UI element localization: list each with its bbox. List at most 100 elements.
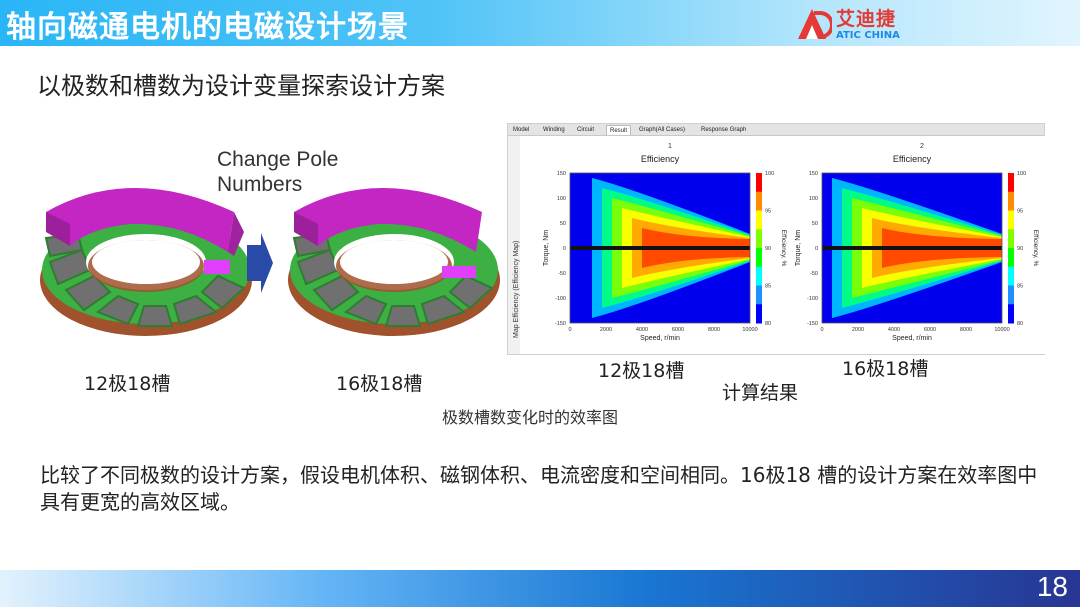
- case-number: 1: [668, 143, 672, 150]
- tab-response-graph[interactable]: Response Graph: [701, 127, 747, 133]
- tab-graph-all-cases[interactable]: Graph(All Cases): [639, 127, 686, 133]
- logo-text-en: ATIC CHINA: [836, 30, 900, 41]
- x-tick-label: 8000: [960, 327, 972, 333]
- colorbar-label: Efficiency, %: [780, 230, 787, 267]
- y-tick-label: -50: [810, 271, 818, 277]
- result-caption: 计算结果: [722, 382, 799, 404]
- tab-winding[interactable]: Winding: [543, 127, 565, 133]
- map1-caption: 12极18槽: [598, 360, 685, 382]
- case-number: 2: [920, 143, 924, 150]
- colorbar-segment: [756, 285, 762, 305]
- x-tick-label: 0: [568, 327, 571, 333]
- x-tick-label: 8000: [708, 327, 720, 333]
- map2-caption: 16极18槽: [842, 358, 929, 380]
- x-tick-label: 2000: [852, 327, 864, 333]
- colorbar-segment: [756, 173, 762, 193]
- x-axis-label: Speed, r/min: [892, 335, 932, 342]
- zero-torque-line: [822, 246, 1002, 250]
- colorbar-tick-label: 80: [1017, 321, 1023, 327]
- tab-model[interactable]: Model: [513, 127, 530, 133]
- x-tick-label: 6000: [924, 327, 936, 333]
- colorbar-tick-label: 90: [1017, 246, 1023, 252]
- y-tick-label: 100: [809, 196, 818, 202]
- conclusion-paragraph: 比较了不同极数的设计方案，假设电机体积、磁钢体积、电流密度和空间相同。16极18…: [40, 463, 1038, 514]
- y-axis-label: Torque, Nm: [543, 230, 550, 266]
- x-tick-label: 2000: [600, 327, 612, 333]
- colorbar-segment: [1008, 266, 1014, 286]
- tab-result[interactable]: Result: [606, 125, 632, 135]
- motor1-caption: 12极18槽: [84, 373, 171, 395]
- colorbar-segment: [756, 210, 762, 230]
- y-tick-label: 150: [557, 171, 566, 177]
- colorbar-tick-label: 95: [765, 209, 771, 215]
- logo-mark-icon: [798, 9, 832, 39]
- y-tick-label: -100: [807, 296, 818, 302]
- right-arrow-icon: [247, 233, 273, 293]
- y-axis-label: Torque, Nm: [795, 230, 802, 266]
- change-pole-label: Change Pole Numbers: [217, 147, 338, 197]
- chart-title: Efficiency: [893, 154, 932, 164]
- colorbar-segment: [1008, 173, 1014, 193]
- colorbar-segment: [1008, 191, 1014, 211]
- x-tick-label: 4000: [888, 327, 900, 333]
- logo-text-cn: 艾迪捷: [836, 8, 897, 30]
- y-tick-label: -100: [555, 296, 566, 302]
- colorbar-segment: [756, 229, 762, 249]
- change-pole-line1: Change Pole: [217, 148, 339, 171]
- page-number: 18: [1036, 571, 1068, 602]
- x-tick-label: 6000: [672, 327, 684, 333]
- side-axis-label: Map Efficiency (Efficiency Map): [513, 241, 520, 338]
- colorbar-tick-label: 85: [1017, 284, 1023, 290]
- colorbar-segment: [756, 248, 762, 268]
- colorbar-tick-label: 85: [765, 284, 771, 290]
- colorbar-tick-label: 90: [765, 246, 771, 252]
- company-logo: 艾迪捷 ATIC CHINA: [796, 5, 906, 43]
- chart-title: Efficiency: [641, 154, 680, 164]
- x-tick-label: 10000: [994, 327, 1009, 333]
- svg-text:Map Efficiency (Efficiency Map: Map Efficiency (Efficiency Map): [513, 241, 520, 338]
- motor-16p18s-image: [288, 188, 500, 336]
- plot-frame: [569, 172, 751, 324]
- change-pole-line2: Numbers: [217, 173, 303, 196]
- simulation-result-window: Model Winding Circuit Result Graph(All Cases…: [507, 123, 1045, 355]
- footer-bar: 18: [0, 570, 1080, 607]
- figure-caption: 极数槽数变化时的效率图: [442, 408, 619, 427]
- efficiency-maps-area: 1 Efficiency 150 100 50 0 -50 -100 -150 0 2000 4000…: [520, 136, 1045, 354]
- y-tick-label: 50: [560, 221, 566, 227]
- colorbar-tick-label: 95: [1017, 209, 1023, 215]
- y-tick-label: 0: [563, 246, 566, 252]
- y-tick-label: 50: [812, 221, 818, 227]
- zero-torque-line: [570, 246, 750, 250]
- colorbar-segment: [1008, 285, 1014, 305]
- colorbar-segment: [1008, 304, 1014, 324]
- colorbar-tick-label: 80: [765, 321, 771, 327]
- slide-title: 轴向磁通电机的电磁设计场景: [6, 10, 409, 45]
- y-tick-label: 150: [809, 171, 818, 177]
- y-tick-label: -150: [807, 321, 818, 327]
- x-tick-label: 0: [820, 327, 823, 333]
- colorbar-segment: [1008, 210, 1014, 230]
- colorbar-label: Efficiency, %: [1032, 230, 1039, 267]
- plot-frame: [821, 172, 1003, 324]
- x-tick-label: 4000: [636, 327, 648, 333]
- colorbar-tick-label: 100: [765, 171, 774, 177]
- result-tab-bar: Model Winding Circuit Result Graph(All Cases…: [508, 124, 1044, 136]
- y-tick-label: -50: [558, 271, 566, 277]
- y-tick-label: 0: [815, 246, 818, 252]
- colorbar-segment: [756, 266, 762, 286]
- colorbar-tick-label: 100: [1017, 171, 1026, 177]
- colorbar-segment: [756, 191, 762, 211]
- x-tick-label: 10000: [742, 327, 757, 333]
- motor2-caption: 16极18槽: [336, 373, 423, 395]
- colorbar-segment: [1008, 248, 1014, 268]
- y-tick-label: 100: [557, 196, 566, 202]
- tab-circuit[interactable]: Circuit: [577, 127, 595, 133]
- x-axis-label: Speed, r/min: [640, 335, 680, 342]
- motor-12p18s-image: [40, 188, 252, 336]
- y-tick-label: -150: [555, 321, 566, 327]
- title-bar: 轴向磁通电机的电磁设计场景 艾迪捷 ATIC CHINA: [0, 0, 1080, 46]
- colorbar-segment: [756, 304, 762, 324]
